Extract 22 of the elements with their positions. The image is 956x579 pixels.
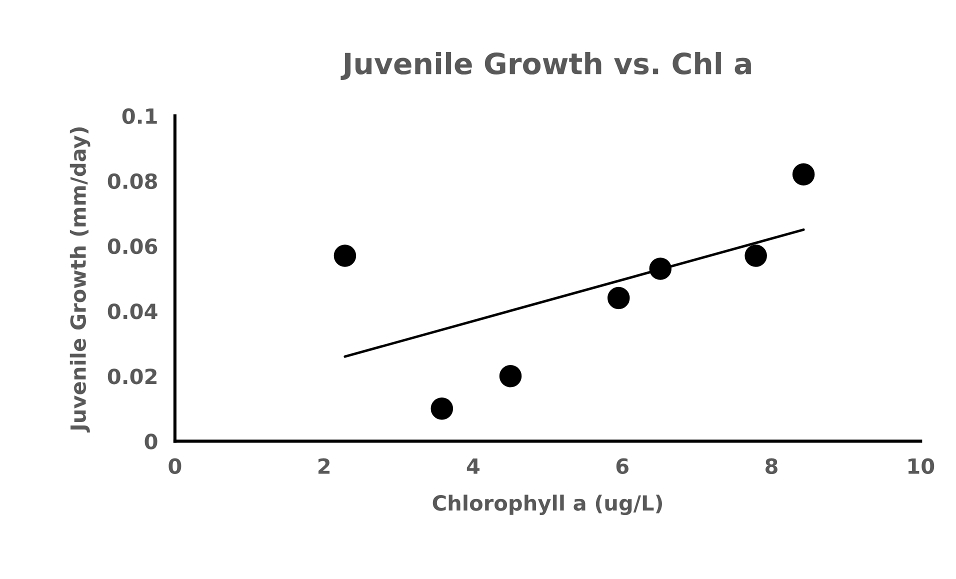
y-tick-label: 0.06	[108, 238, 158, 254]
point	[608, 286, 630, 310]
y-tick-label: 0.1	[122, 108, 157, 124]
point	[792, 163, 815, 186]
x-axis-title: Chlorophyll a (ug/L)	[432, 494, 662, 516]
x-tick-label: 0	[168, 458, 182, 474]
point	[649, 258, 672, 280]
x-tick-label: 4	[466, 458, 480, 474]
y-tick-label: 0.02	[108, 368, 156, 384]
point	[744, 244, 767, 267]
y-tick-label: 0	[144, 434, 158, 450]
x-tick-label: 6	[616, 458, 628, 474]
point	[430, 398, 454, 420]
y-tick-label: 0.04	[108, 303, 158, 320]
y-axis-title: Juvenile Growth (mm/day)	[70, 127, 90, 433]
y-tick-label: 0.08	[108, 173, 157, 190]
x-tick-label: 10	[908, 458, 934, 474]
x-tick-label: 2	[318, 458, 330, 474]
point	[499, 364, 522, 388]
x-tick-label: 8	[766, 458, 778, 474]
chart-title: Juvenile Growth vs. Chl a	[340, 52, 751, 80]
point	[334, 244, 356, 267]
